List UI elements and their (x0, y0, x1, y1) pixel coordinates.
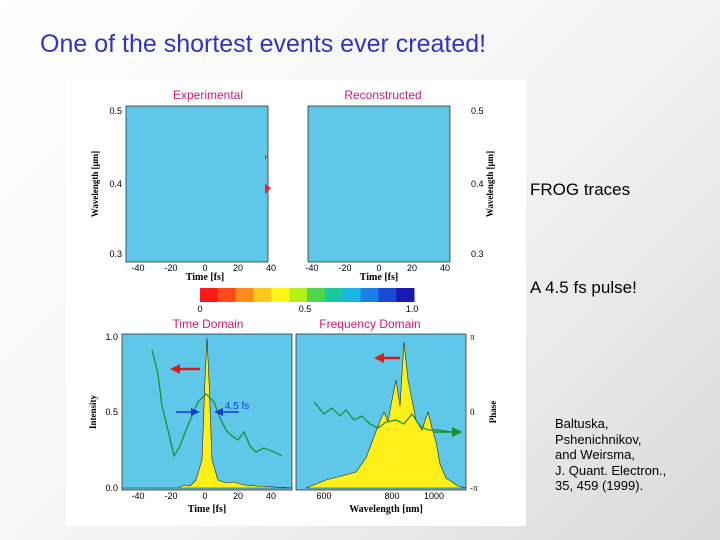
reference-line-1: Pshenichnikov, (555, 431, 642, 447)
pulse-label: A 4.5 fs pulse! (530, 278, 637, 297)
experimental-frog-trace: 0.5 0.4 0.3 Wavelength [μm] -40 -20 0 20… (90, 105, 276, 283)
reference-line-2: and Weirsma, (555, 447, 635, 462)
frog-left-time-tick-2: 0 (202, 263, 207, 273)
colorbar-tick-1: 0.5 (299, 304, 312, 314)
frog-right-xlabel: Time [fs] (360, 272, 398, 283)
slide-title: One of the shortest events ever created! (40, 30, 487, 58)
colorbar-swatch (271, 288, 290, 302)
frequency-domain-plot: π 0 -π Phase 600 800 1000 Wavelength [nm… (295, 332, 498, 515)
phase-axis-label: Phase (488, 401, 498, 424)
time-domain-tick-3: 20 (233, 491, 243, 501)
phase-tick-1: 0 (470, 407, 475, 417)
nm-tick-0: 600 (316, 491, 331, 501)
colorbar-swatch (396, 288, 415, 302)
phase-tick-0: π (470, 332, 475, 342)
frog-left-time-tick-0: -40 (131, 263, 144, 273)
frequency-domain-xlabel: Wavelength [nm] (349, 504, 423, 515)
reconstructed-frog-trace: 0.5 0.4 0.3 Wavelength [μm] -40 -20 0 20… (305, 105, 495, 283)
colorbar-swatch (200, 288, 219, 302)
reference: Baltuska, Pshenichnikov, and Weirsma, J.… (555, 416, 666, 494)
colorbar-swatch (342, 288, 361, 302)
colorbar-swatch (217, 288, 237, 302)
frog-traces-label: FROG traces (530, 180, 631, 199)
frog-left-wl-tick-1: 0.4 (109, 179, 122, 189)
time-domain-tick-4: 40 (266, 491, 276, 501)
phase-tick-2: -π (470, 483, 478, 493)
colorbar-swatch (235, 288, 254, 302)
time-domain-tick-0: -40 (131, 491, 144, 501)
frog-figure-svg: Experimental Reconstructed 0.5 0.4 0.3 W… (88, 88, 498, 515)
frog-right-time-tick-1: -20 (338, 263, 351, 273)
colorbar (200, 288, 415, 302)
pulse-width-label: 4.5 fs (225, 401, 249, 412)
frog-left-ylabel: Wavelength [μm] (90, 151, 100, 217)
frog-left-wl-tick-0: 0.5 (109, 106, 122, 116)
frog-right-time-tick-3: 20 (407, 263, 417, 273)
frog-left-time-tick-4: 40 (266, 263, 276, 273)
nm-tick-2: 1000 (424, 491, 444, 501)
colorbar-swatch (253, 288, 272, 302)
time-domain-xlabel: Time [fs] (188, 504, 226, 515)
experimental-title: Experimental (173, 88, 243, 102)
frog-right-wl-tick-0: 0.5 (471, 106, 484, 116)
nm-tick-1: 800 (384, 491, 399, 501)
intensity-tick-1: 0.5 (105, 407, 118, 417)
colorbar-swatch (307, 288, 326, 302)
frog-right-time-tick-0: -40 (305, 263, 318, 273)
intensity-axis-label: Intensity (88, 395, 98, 430)
colorbar-tick-2: 1.0 (406, 304, 419, 314)
time-domain-title: Time Domain (173, 317, 244, 331)
colorbar-swatch (378, 288, 397, 302)
intensity-tick-0: 1.0 (105, 332, 118, 342)
frog-left-xlabel: Time [fs] (186, 272, 224, 283)
frog-right-wl-tick-2: 0.3 (471, 249, 484, 259)
time-domain-tick-2: 0 (202, 491, 207, 501)
frequency-domain-title: Frequency Domain (319, 317, 420, 331)
frog-left-time-tick-1: -20 (164, 263, 177, 273)
colorbar-swatch (360, 288, 379, 302)
colorbar-tick-0: 0 (197, 304, 202, 314)
time-domain-plot: 4.5 fs 1.0 0.5 0.0 Intensity -40 -20 0 2… (88, 332, 293, 515)
reference-line-0: Baltuska, (555, 416, 609, 431)
reference-line-3: J. Quant. Electron., (555, 462, 667, 478)
colorbar-swatch (324, 288, 344, 302)
intensity-tick-2: 0.0 (105, 483, 118, 493)
reference-line-4: 35, 459 (1999). (555, 478, 644, 493)
frog-right-time-tick-2: 0 (376, 263, 381, 273)
colorbar-swatch (289, 288, 308, 302)
frog-right-time-tick-4: 40 (440, 263, 450, 273)
frog-left-time-tick-3: 20 (233, 263, 243, 273)
frog-figure: Experimental Reconstructed 0.5 0.4 0.3 W… (66, 80, 526, 526)
time-domain-tick-1: -20 (164, 491, 177, 501)
frog-left-wl-tick-2: 0.3 (109, 249, 122, 259)
reconstructed-title: Reconstructed (344, 88, 421, 102)
frog-right-ylabel: Wavelength [μm] (485, 151, 495, 217)
frog-right-wl-tick-1: 0.4 (471, 179, 484, 189)
